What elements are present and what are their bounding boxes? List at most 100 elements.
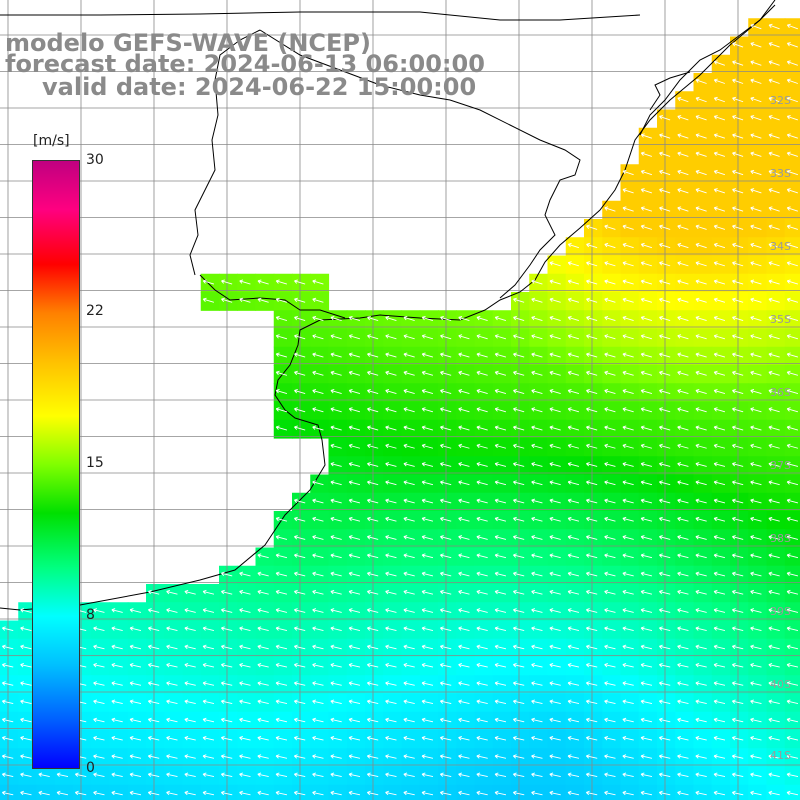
wind-arrow xyxy=(604,370,616,376)
wind-arrow xyxy=(129,681,142,686)
wind-arrow xyxy=(677,169,689,176)
wind-arrow xyxy=(567,553,580,559)
wind-arrow xyxy=(439,772,452,777)
wind-arrow xyxy=(604,662,616,668)
wind-arrow xyxy=(385,699,397,705)
wind-arrow xyxy=(586,425,598,431)
wind-arrow xyxy=(294,498,306,504)
wind-arrow xyxy=(403,735,415,741)
wind-cell xyxy=(784,383,800,403)
wind-arrow xyxy=(786,498,799,504)
wind-arrow xyxy=(294,352,306,358)
wind-arrow xyxy=(713,60,725,66)
wind-arrow xyxy=(312,297,324,303)
wind-arrow xyxy=(549,772,561,777)
border-river xyxy=(189,29,261,276)
wind-arrow xyxy=(750,261,762,267)
wind-arrow xyxy=(549,662,561,668)
wind-arrow xyxy=(731,772,744,777)
wind-arrow xyxy=(458,735,470,741)
wind-arrow xyxy=(695,462,707,467)
wind-arrow xyxy=(458,681,470,686)
wind-arrow xyxy=(567,334,580,340)
wind-cell xyxy=(200,784,220,800)
wind-arrow xyxy=(622,188,634,194)
wind-cell xyxy=(182,784,202,800)
wind-cell xyxy=(638,784,658,800)
wind-arrow xyxy=(312,389,324,394)
wind-arrow xyxy=(439,717,452,723)
wind-arrow xyxy=(403,315,415,322)
wind-arrow xyxy=(640,608,653,613)
wind-arrow xyxy=(275,735,288,741)
wind-arrow xyxy=(440,407,452,413)
wind-arrow xyxy=(695,662,707,668)
wind-arrow xyxy=(768,425,780,431)
wind-arrow xyxy=(20,754,32,759)
wind-arrow xyxy=(567,352,580,358)
wind-arrow xyxy=(732,315,744,322)
wind-arrow xyxy=(604,553,616,559)
wind-arrow xyxy=(348,754,361,759)
wind-arrow xyxy=(275,772,288,777)
wind-arrow xyxy=(221,297,233,303)
wind-arrow xyxy=(1,644,14,650)
wind-arrow xyxy=(567,535,580,540)
wind-arrow xyxy=(585,626,598,632)
wind-arrow xyxy=(348,735,361,741)
wind-arrow xyxy=(750,571,762,577)
wind-arrow xyxy=(348,480,361,486)
wind-arrow xyxy=(640,407,653,413)
wind-arrow xyxy=(750,516,762,522)
wind-arrow xyxy=(202,754,215,759)
wind-arrow xyxy=(330,717,342,723)
wind-cell xyxy=(784,292,800,311)
wind-arrow xyxy=(458,790,470,796)
wind-arrow xyxy=(713,535,726,540)
wind-arrow xyxy=(659,407,671,413)
wind-arrow xyxy=(439,754,452,759)
wind-arrow xyxy=(567,480,580,486)
wind-arrow xyxy=(257,297,269,303)
wind-arrow xyxy=(458,389,470,394)
wind-arrow xyxy=(585,790,598,796)
wind-arrow xyxy=(385,644,397,650)
wind-arrow xyxy=(366,626,379,632)
wind-arrow xyxy=(659,608,671,613)
wind-arrow xyxy=(512,662,525,668)
wind-arrow xyxy=(713,188,726,194)
wind-cell xyxy=(784,237,800,257)
wind-arrows xyxy=(1,23,799,796)
wind-arrow xyxy=(658,699,671,705)
wind-arrow xyxy=(586,480,598,486)
wind-arrow xyxy=(312,772,324,777)
wind-arrow xyxy=(658,790,671,796)
wind-arrow xyxy=(257,699,269,705)
wind-cell xyxy=(784,711,800,731)
wind-arrow xyxy=(220,626,233,632)
wind-arrow xyxy=(567,498,580,504)
wind-arrow xyxy=(330,571,342,577)
wind-arrow xyxy=(385,389,397,394)
wind-arrow xyxy=(202,662,215,668)
wind-arrow xyxy=(494,790,507,796)
wind-arrow xyxy=(494,407,507,413)
wind-arrow xyxy=(257,553,269,559)
wind-arrow xyxy=(750,151,762,157)
wind-arrow xyxy=(659,389,671,394)
wind-arrow xyxy=(622,644,634,650)
wind-arrow xyxy=(750,242,762,249)
wind-arrow xyxy=(695,315,707,322)
wind-arrow xyxy=(312,425,324,431)
wind-arrow xyxy=(750,644,762,650)
wind-arrow xyxy=(367,462,379,467)
wind-arrow xyxy=(622,462,634,467)
wind-cell xyxy=(784,91,800,111)
wind-arrow xyxy=(604,717,616,723)
wind-arrow xyxy=(640,662,653,668)
wind-arrow xyxy=(494,370,507,376)
wind-arrow xyxy=(93,790,105,796)
wind-arrow xyxy=(750,334,762,340)
wind-arrow xyxy=(750,535,762,540)
wind-arrow xyxy=(220,717,233,723)
